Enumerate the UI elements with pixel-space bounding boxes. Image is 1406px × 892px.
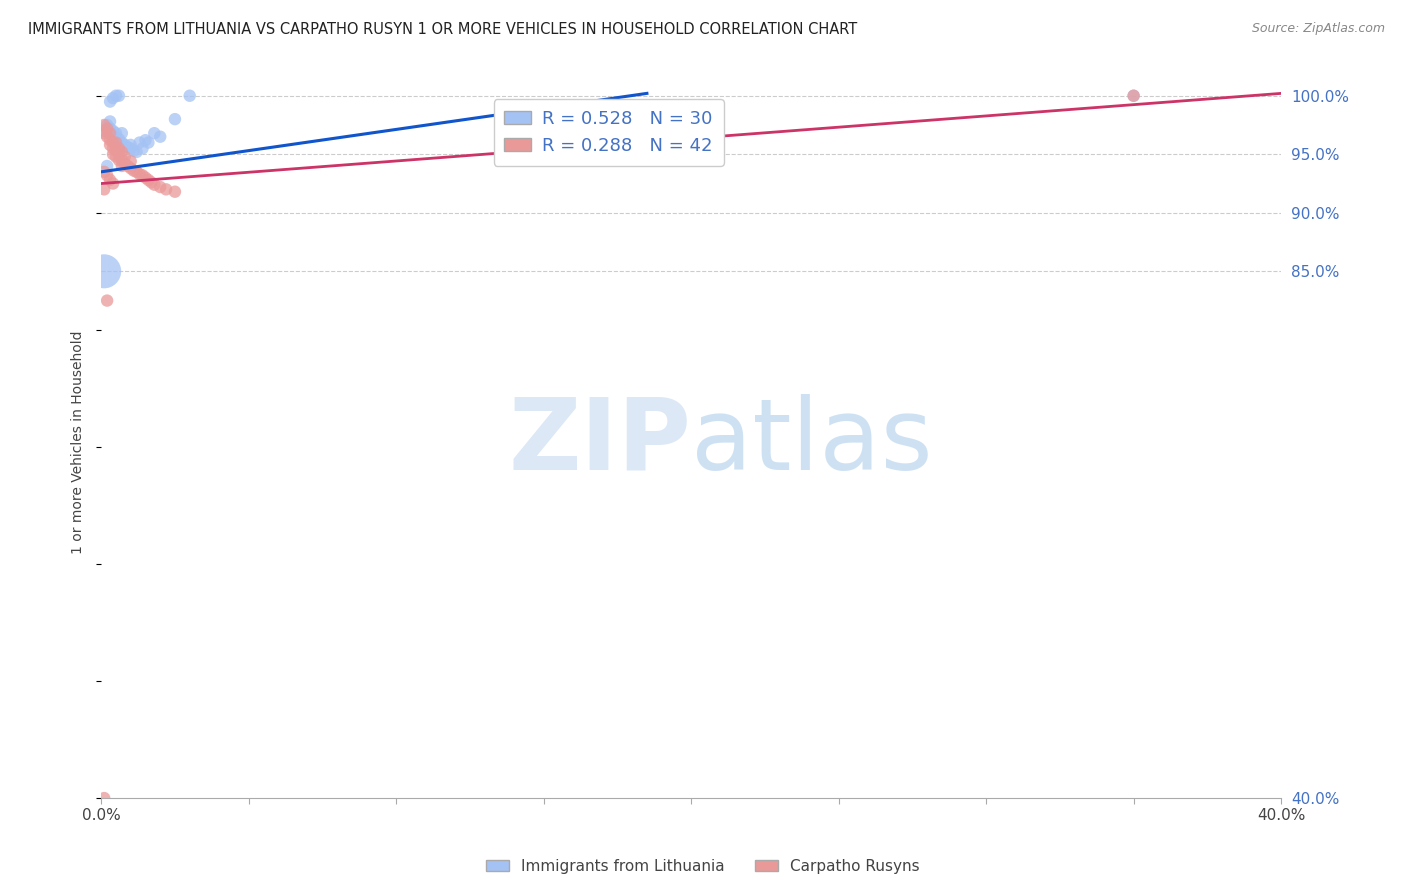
Point xyxy=(128,167,150,181)
Point xyxy=(122,144,145,158)
Point xyxy=(98,137,121,152)
Point xyxy=(96,293,118,308)
Point xyxy=(1122,88,1144,103)
Point xyxy=(163,185,186,199)
Point xyxy=(138,173,160,187)
Point xyxy=(122,163,145,178)
Point xyxy=(104,150,127,164)
Point xyxy=(98,173,121,187)
Point xyxy=(120,161,142,176)
Point xyxy=(120,154,142,169)
Point xyxy=(104,129,127,144)
Point xyxy=(108,153,131,167)
Point xyxy=(155,182,177,196)
Point xyxy=(98,95,121,109)
Point xyxy=(96,159,118,173)
Point xyxy=(101,136,124,150)
Point xyxy=(93,791,115,805)
Point xyxy=(111,145,134,159)
Text: Source: ZipAtlas.com: Source: ZipAtlas.com xyxy=(1251,22,1385,36)
Point xyxy=(108,141,131,155)
Point xyxy=(111,136,134,150)
Y-axis label: 1 or more Vehicles in Household: 1 or more Vehicles in Household xyxy=(72,330,86,554)
Point xyxy=(128,136,150,150)
Point xyxy=(93,124,115,138)
Point xyxy=(149,180,172,194)
Point xyxy=(98,133,121,147)
Point xyxy=(93,182,115,196)
Point xyxy=(179,88,201,103)
Point xyxy=(111,153,134,167)
Point xyxy=(134,170,156,185)
Point xyxy=(138,136,160,150)
Legend: Immigrants from Lithuania, Carpatho Rusyns: Immigrants from Lithuania, Carpatho Rusy… xyxy=(479,853,927,880)
Point xyxy=(101,141,124,155)
Point xyxy=(108,88,131,103)
Point xyxy=(141,175,163,189)
Point xyxy=(96,121,118,136)
Legend: R = 0.528   N = 30, R = 0.288   N = 42: R = 0.528 N = 30, R = 0.288 N = 42 xyxy=(494,99,724,166)
Point xyxy=(120,141,142,155)
Point xyxy=(114,150,136,164)
Point xyxy=(96,169,118,183)
Point xyxy=(131,169,153,183)
Text: IMMIGRANTS FROM LITHUANIA VS CARPATHO RUSYN 1 OR MORE VEHICLES IN HOUSEHOLD CORR: IMMIGRANTS FROM LITHUANIA VS CARPATHO RU… xyxy=(28,22,858,37)
Point xyxy=(93,126,115,140)
Point xyxy=(125,145,148,159)
Point xyxy=(131,141,153,155)
Point xyxy=(125,165,148,179)
Point xyxy=(101,147,124,161)
Point xyxy=(93,264,115,278)
Point xyxy=(98,121,121,136)
Point xyxy=(104,88,127,103)
Point xyxy=(104,144,127,158)
Point xyxy=(149,129,172,144)
Text: atlas: atlas xyxy=(692,393,932,491)
Point xyxy=(93,118,115,132)
Point xyxy=(96,129,118,144)
Point xyxy=(163,112,186,127)
Point xyxy=(117,159,139,173)
Point xyxy=(111,126,134,140)
Point xyxy=(108,147,131,161)
Point xyxy=(143,126,166,140)
Point xyxy=(120,137,142,152)
Point xyxy=(143,178,166,192)
Point xyxy=(96,118,118,132)
Point xyxy=(104,126,127,140)
Point xyxy=(98,126,121,140)
Point xyxy=(114,156,136,170)
Point xyxy=(111,159,134,173)
Point xyxy=(108,132,131,146)
Point xyxy=(134,133,156,147)
Point xyxy=(98,114,121,128)
Point xyxy=(1122,88,1144,103)
Point xyxy=(101,91,124,105)
Text: ZIP: ZIP xyxy=(509,393,692,491)
Point xyxy=(93,165,115,179)
Point xyxy=(114,137,136,152)
Point xyxy=(101,177,124,191)
Point xyxy=(117,140,139,154)
Point xyxy=(104,136,127,150)
Point xyxy=(101,124,124,138)
